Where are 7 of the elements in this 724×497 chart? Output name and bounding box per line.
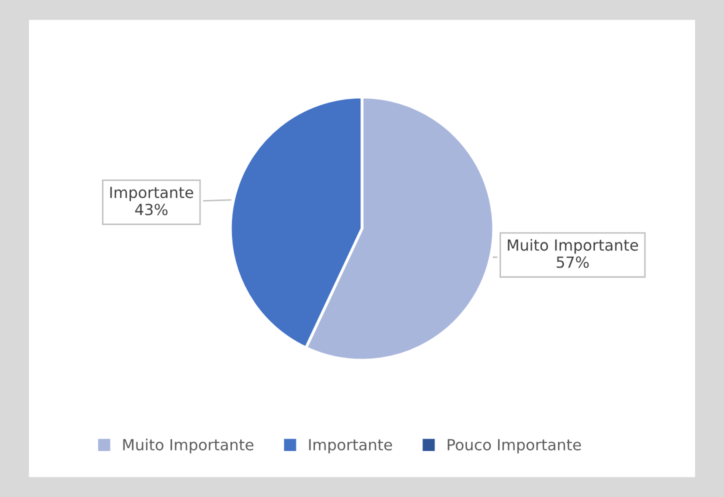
legend-label: Importante bbox=[309, 439, 392, 454]
data-label: 43% bbox=[135, 204, 168, 216]
legend-label: Pouco Importante bbox=[448, 439, 581, 454]
slice-label: Importante bbox=[110, 186, 194, 202]
data-label: 57% bbox=[556, 256, 589, 268]
legend-label: Muito Importante bbox=[123, 438, 254, 454]
slice-label: Muito Importante bbox=[508, 239, 638, 254]
